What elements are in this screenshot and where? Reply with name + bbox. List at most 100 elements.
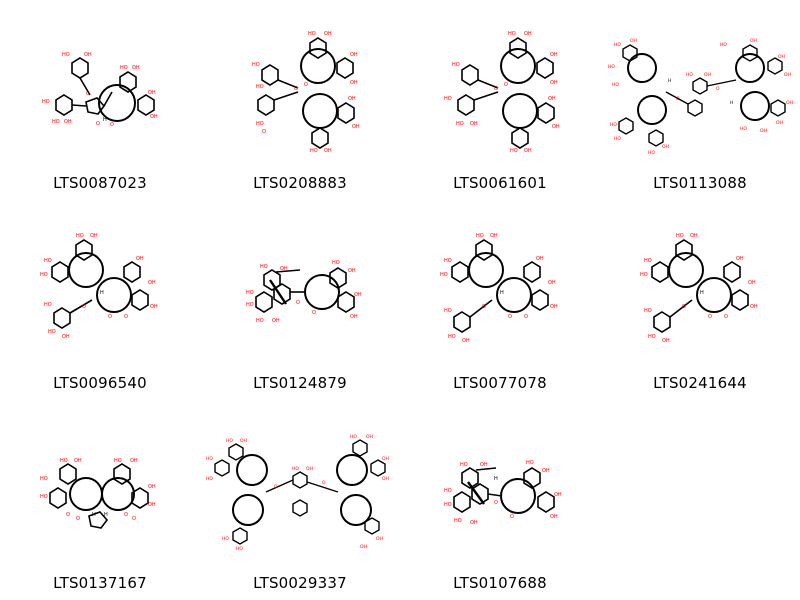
svg-text:OH: OH [786, 100, 793, 106]
svg-text:OH: OH [704, 72, 711, 78]
svg-text:O: O [82, 304, 86, 310]
svg-text:HO: HO [260, 264, 268, 270]
svg-text:HO: HO [608, 64, 615, 70]
svg-text:OH: OH [550, 80, 558, 86]
svg-text:O: O [312, 310, 316, 316]
molecule-id-label: LTS0029337 [253, 574, 347, 592]
svg-text:HO: HO [648, 150, 655, 156]
svg-text:OH: OH [64, 119, 72, 125]
svg-text:OH: OH [776, 120, 783, 126]
svg-text:HO: HO [60, 458, 68, 464]
svg-text:O: O [682, 304, 686, 310]
svg-text:H: H [494, 476, 498, 482]
svg-text:OH: OH [352, 124, 360, 130]
svg-text:OH: OH [548, 280, 556, 286]
molecule-id-label: LTS0107688 [453, 574, 547, 592]
svg-text:O: O [132, 516, 136, 522]
svg-text:O: O [510, 514, 514, 520]
svg-text:OH: OH [470, 121, 478, 127]
molecule-cell: HO OH HO HO HO OH HO OH OH OH O O LTS0124879 [200, 200, 400, 400]
molecule-cell: HO OH HO HO OH OH OH HO HO OH O O O H LTS024164… [600, 200, 800, 400]
svg-text:OH: OH [148, 90, 156, 96]
svg-text:O: O [716, 86, 720, 92]
svg-text:HO: HO [644, 258, 652, 264]
svg-text:OH: OH [306, 466, 313, 472]
svg-text:O: O [724, 314, 728, 320]
svg-text:HO: HO [740, 126, 747, 132]
svg-text:OH: OH [548, 96, 556, 102]
svg-text:HO: HO [440, 272, 448, 278]
svg-text:OH: OH [350, 52, 358, 58]
svg-text:HO: HO [640, 272, 648, 278]
molecule-cell: HO OH HO HO HO HO HO OH HO OH OH OH OH OH HO OH … [600, 0, 800, 200]
svg-text:HO: HO [614, 42, 621, 48]
svg-text:OH: OH [366, 434, 373, 440]
svg-text:H: H [104, 512, 108, 518]
svg-text:OH: OH [324, 148, 332, 154]
svg-text:OH: OH [750, 38, 757, 44]
svg-text:O: O [66, 512, 70, 518]
svg-text:O: O [322, 480, 326, 486]
svg-text:HO: HO [444, 258, 452, 264]
svg-text:HO: HO [62, 52, 70, 58]
svg-text:OH: OH [350, 314, 358, 320]
svg-text:H: H [668, 78, 671, 84]
svg-text:OH: OH [62, 334, 70, 340]
svg-text:OH: OH [376, 536, 383, 542]
molecule-id-label: LTS0087023 [53, 174, 147, 192]
molecule-cell: HO OH HO HO HO HO HO OH OH OH OH OH HO OH O O LT… [200, 400, 400, 600]
svg-text:OH: OH [84, 52, 92, 58]
svg-text:HO: HO [454, 518, 462, 524]
svg-text:HO: HO [720, 42, 727, 48]
svg-text:OH: OH [382, 456, 389, 462]
svg-text:HO: HO [252, 62, 260, 68]
svg-text:HO: HO [120, 65, 128, 71]
molecule-cell: HO OH HO HO OH OH OH HO HO OH O O O H LTS009654… [0, 200, 200, 400]
svg-text:O: O [124, 314, 128, 320]
molecule-id-label: LTS0208883 [253, 174, 347, 192]
svg-text:HO: HO [226, 438, 233, 444]
svg-text:OH: OH [470, 520, 478, 526]
svg-text:HO: HO [40, 494, 48, 500]
svg-text:H: H [700, 290, 704, 296]
svg-text:HO: HO [444, 308, 452, 314]
molecule-structure: HO OH HO HO OH OH OH HO HO OH O O O H [640, 233, 758, 344]
svg-text:H: H [100, 290, 104, 296]
svg-text:OH: OH [148, 484, 156, 490]
molecule-cell: HO OH HO HO OH OH OH HO HO OH O O O H LTS007707… [400, 200, 600, 400]
svg-text:HO: HO [510, 148, 518, 154]
svg-text:HO: HO [40, 476, 48, 482]
svg-text:HO: HO [452, 62, 460, 68]
svg-text:H: H [103, 117, 107, 123]
svg-text:HO: HO [206, 456, 213, 462]
svg-text:HO: HO [614, 136, 621, 142]
svg-text:OH: OH [778, 54, 785, 60]
svg-text:HO: HO [114, 458, 122, 464]
svg-text:HO: HO [526, 460, 534, 466]
svg-text:HO: HO [460, 462, 468, 468]
svg-text:HO: HO [310, 148, 318, 154]
svg-text:HO: HO [308, 31, 316, 37]
svg-text:OH: OH [662, 144, 669, 150]
svg-text:OH: OH [74, 458, 82, 464]
svg-text:OH: OH [130, 458, 138, 464]
molecule-id-label: LTS0096540 [53, 374, 147, 392]
svg-text:OH: OH [554, 492, 562, 498]
molecule-id-label: LTS0113088 [653, 174, 747, 192]
svg-text:OH: OH [490, 233, 498, 239]
svg-text:HO: HO [612, 82, 619, 88]
svg-text:OH: OH [382, 476, 389, 482]
svg-text:O: O [262, 129, 266, 135]
svg-text:OH: OH [524, 31, 532, 37]
svg-text:OH: OH [354, 292, 362, 298]
svg-text:OH: OH [690, 233, 698, 239]
molecule-structure: HO OH HO HO HO OH HO OH OH OH O O H [444, 460, 562, 526]
svg-text:O: O [304, 82, 308, 88]
svg-text:HO: HO [292, 466, 299, 472]
svg-text:HO: HO [476, 233, 484, 239]
svg-text:HO: HO [350, 434, 357, 440]
svg-text:OH: OH [136, 256, 144, 262]
